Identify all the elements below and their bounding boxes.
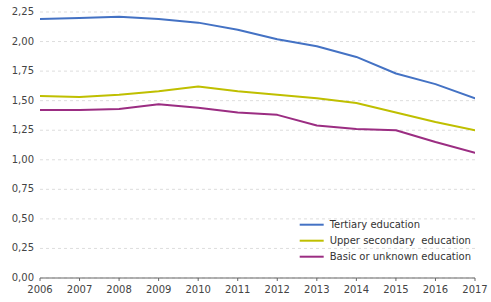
grid-line — [40, 100, 475, 101]
grid-line — [40, 159, 475, 160]
legend-label: Basic or unknown education — [330, 251, 471, 262]
x-tick-label: 2016 — [423, 284, 448, 295]
x-tick-label: 2017 — [462, 284, 487, 295]
x-tick — [395, 278, 396, 281]
x-tick — [277, 278, 278, 281]
x-tick-label: 2011 — [225, 284, 250, 295]
x-axis-line — [40, 278, 475, 279]
x-tick-label: 2006 — [27, 284, 52, 295]
x-tick — [79, 278, 80, 281]
x-tick-label: 2009 — [146, 284, 171, 295]
series-line — [40, 104, 475, 152]
grid-line — [40, 12, 475, 13]
x-tick — [40, 278, 41, 281]
legend-swatch — [300, 240, 324, 242]
legend-label: Tertiary education — [329, 219, 420, 230]
grid-line — [40, 278, 475, 279]
x-tick-label: 2012 — [265, 284, 290, 295]
grid-line — [40, 248, 475, 249]
x-tick-label: 2014 — [344, 284, 369, 295]
x-tick-label: 2010 — [185, 284, 210, 295]
series-line — [40, 86, 475, 130]
y-tick-label: 2,00 — [12, 36, 34, 47]
y-tick-label: 1,50 — [12, 95, 34, 106]
lines — [40, 17, 475, 153]
y-tick-label: 2,25 — [12, 6, 34, 17]
y-tick-label: 1,25 — [12, 124, 34, 135]
y-grid — [40, 12, 475, 278]
x-tick-label: 2008 — [106, 284, 131, 295]
grid-line — [40, 189, 475, 190]
x-tick — [356, 278, 357, 281]
y-axis: 0,00 0,25 0,50 0,75 1,00 1,25 1,50 1,75 2,00 2,25 — [12, 6, 34, 283]
x-tick — [316, 278, 317, 281]
y-tick-label: 0,75 — [12, 183, 34, 194]
chart: 0,00 0,25 0,50 0,75 1,00 1,25 1,50 1,75 2,00 2,25… — [0, 0, 491, 302]
x-tick — [119, 278, 120, 281]
x-tick — [435, 278, 436, 281]
y-tick-label: 0,00 — [12, 272, 34, 283]
legend-swatch — [300, 224, 324, 226]
y-tick-label: 1,75 — [12, 65, 34, 76]
y-tick-label: 0,25 — [12, 242, 34, 253]
x-axis: 2006 2007 2008 2009 2010 2011 2012 2013 2014 2015… — [27, 278, 487, 295]
y-tick-label: 1,00 — [12, 154, 34, 165]
x-tick — [198, 278, 199, 281]
x-tick-label: 2013 — [304, 284, 329, 295]
series-line — [40, 17, 475, 99]
x-tick — [475, 278, 476, 281]
x-tick-label: 2007 — [67, 284, 92, 295]
grid-line — [40, 41, 475, 42]
x-tick — [237, 278, 238, 281]
legend-swatch — [300, 256, 324, 258]
legend-label: Upper secondary education — [330, 235, 471, 246]
background — [0, 0, 491, 302]
legend: Tertiary education Upper secondary educat… — [300, 219, 471, 262]
grid-line — [40, 71, 475, 72]
y-tick-label: 0,50 — [12, 213, 34, 224]
grid-line — [40, 130, 475, 131]
x-tick-label: 2015 — [383, 284, 408, 295]
x-tick — [158, 278, 159, 281]
